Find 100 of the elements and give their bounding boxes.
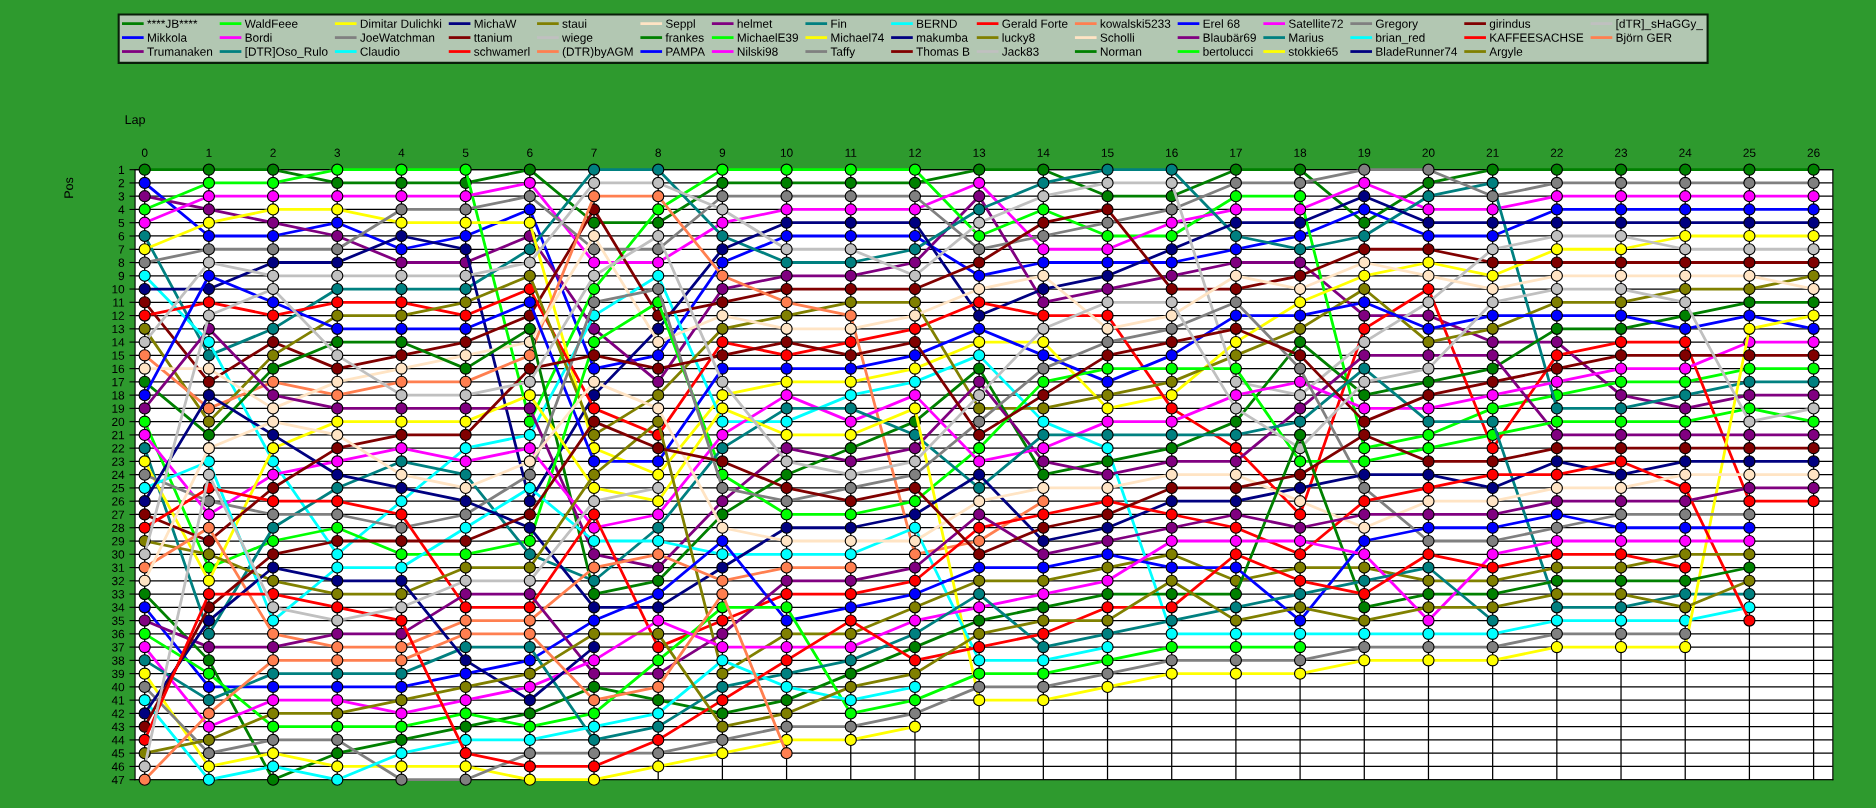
point [138,203,151,216]
point [459,508,472,521]
point [523,256,536,269]
point [1550,614,1563,627]
point [1101,640,1114,654]
legend-label: kowalski5233 [1100,19,1171,28]
point [973,229,986,243]
point [1743,375,1756,388]
point [844,362,857,375]
point [202,375,215,388]
point [1486,574,1499,587]
point [973,614,986,627]
point [1101,534,1114,548]
point [1679,402,1692,415]
point [844,495,857,508]
point [908,375,922,388]
point [1550,296,1563,309]
point [1358,349,1371,362]
point [1807,256,1820,269]
point [1614,349,1628,362]
point [1358,269,1371,282]
point [908,243,922,256]
legend-label: ****JB**** [147,19,198,28]
point [523,587,536,601]
point [523,534,536,548]
point [1165,216,1178,229]
point [1037,415,1050,428]
point [1165,481,1178,495]
point [1293,601,1307,614]
point [1165,296,1178,309]
point [1165,335,1178,349]
point [1422,428,1435,442]
point [395,468,408,481]
x-tick-label: 9 [719,148,726,157]
point [1293,243,1307,256]
legend-label: Blaubär69 [1203,33,1256,42]
point [395,389,408,402]
point [652,176,665,190]
point [1037,389,1050,402]
point [716,442,729,455]
point [1486,587,1499,601]
point [1037,375,1050,388]
point [395,627,408,640]
point [973,508,986,521]
point [1422,614,1435,627]
point [1358,455,1371,468]
point [1165,428,1178,442]
point [1679,561,1692,574]
point [202,508,215,521]
point [1486,415,1499,428]
point [1679,601,1692,614]
point [652,163,665,176]
point [523,508,536,521]
point [395,680,408,693]
point [1614,269,1628,282]
point [331,309,344,322]
point [1037,349,1050,362]
point [459,309,472,322]
x-tick-label: 23 [1615,148,1628,157]
x-tick-label: 26 [1807,148,1820,157]
point [1422,203,1435,216]
point [266,296,280,309]
point [780,163,793,176]
point [587,627,601,640]
point [1486,640,1499,654]
point [1550,282,1563,296]
point [1358,362,1371,375]
point [973,455,986,468]
point [523,375,536,388]
point [1229,481,1243,495]
point [459,442,472,455]
point [780,309,793,322]
y-tick-label: 42 [111,709,125,718]
y-tick-label: 4 [118,205,125,214]
point [1358,389,1371,402]
x-axis-title: Lap [125,115,145,127]
point [1037,402,1050,415]
y-tick-label: 25 [112,484,125,493]
point [1293,402,1307,415]
point [459,282,472,296]
x-tick-label: 19 [1358,148,1371,157]
point [1550,163,1563,176]
point [395,455,408,468]
point [587,402,601,415]
point [973,415,986,428]
point [331,760,344,773]
point [523,455,536,468]
point [716,203,729,216]
point [395,720,408,733]
point [587,548,601,561]
point [202,229,215,243]
point [1614,640,1628,654]
point [1486,442,1499,455]
point [202,282,215,296]
point [1165,614,1178,627]
point [1293,455,1307,468]
point [1614,190,1628,203]
point [780,614,793,627]
point [716,335,729,349]
point [780,707,793,720]
